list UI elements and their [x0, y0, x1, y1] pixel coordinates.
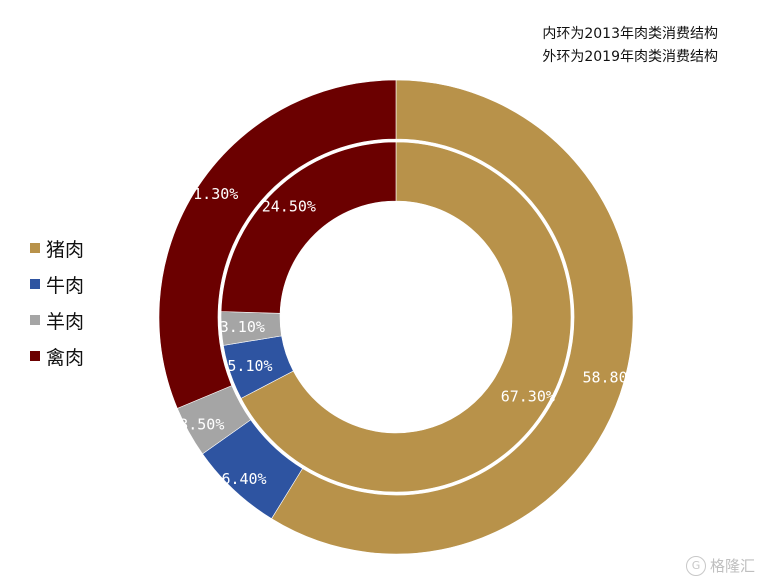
donut-labels: 58.80% 6.40% 3.50% 31.30% 67.30% 5.10% 3.10% 24…: [179, 185, 636, 488]
legend-swatch-pork: [30, 243, 40, 253]
inner-label-poultry: 24.50%: [262, 197, 316, 215]
legend-swatch-mutton: [30, 315, 40, 325]
g-logo-icon: G: [685, 555, 706, 576]
legend-item-pork: 猪肉: [30, 230, 84, 266]
inner-ring-note: 内环为2013年肉类消费结构: [542, 26, 718, 42]
outer-slice-pork: [271, 79, 634, 555]
outer-slice-poultry: [158, 79, 397, 409]
watermark: G 格隆汇: [685, 555, 755, 576]
outer-label-beef: 6.40%: [221, 470, 266, 488]
legend-swatch-poultry: [30, 351, 40, 361]
outer-label-pork: 58.80%: [582, 369, 636, 387]
inner-slice-poultry: [220, 141, 397, 314]
inner-slice-pork: [240, 141, 572, 493]
donut-slices: [158, 79, 634, 555]
legend-swatch-beef: [30, 279, 40, 289]
legend-label-beef: 牛肉: [46, 274, 85, 297]
legend-item-beef: 牛肉: [30, 266, 84, 302]
outer-label-poultry: 31.30%: [184, 185, 238, 203]
inner-label-mutton: 3.10%: [220, 318, 265, 336]
legend-item-mutton: 羊肉: [30, 302, 84, 338]
legend: 猪肉 牛肉 羊肉 禽肉: [30, 230, 84, 374]
outer-ring-note: 外环为2019年肉类消费结构: [542, 49, 718, 65]
legend-item-poultry: 禽肉: [30, 338, 84, 374]
inner-label-pork: 67.30%: [501, 388, 555, 406]
legend-label-mutton: 羊肉: [46, 310, 85, 333]
legend-label-poultry: 禽肉: [46, 346, 85, 369]
outer-label-mutton: 3.50%: [179, 416, 224, 434]
legend-label-pork: 猪肉: [46, 238, 85, 261]
watermark-text: 格隆汇: [709, 557, 755, 575]
inner-label-beef: 5.10%: [227, 357, 272, 375]
